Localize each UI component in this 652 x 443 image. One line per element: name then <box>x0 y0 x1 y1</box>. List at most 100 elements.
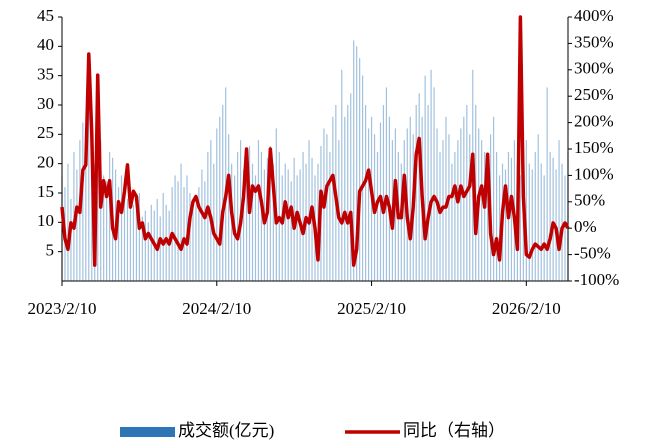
x-tick-label: 2025/2/10 <box>337 299 406 318</box>
y-tick-label: 45 <box>37 6 54 25</box>
bar <box>302 151 304 281</box>
bar <box>367 128 370 281</box>
legend-swatch <box>120 427 175 437</box>
bar <box>162 193 164 281</box>
bar <box>150 204 152 281</box>
bar <box>418 93 420 282</box>
bar <box>100 140 102 281</box>
line-series <box>60 15 570 267</box>
bar <box>168 210 170 281</box>
bar <box>120 175 123 281</box>
y-tick-label: 25 <box>37 123 54 142</box>
bar <box>359 58 361 281</box>
bar <box>519 175 521 281</box>
bar <box>510 157 513 281</box>
bar <box>67 163 69 281</box>
bar <box>281 175 283 281</box>
bar <box>382 105 385 281</box>
y2-tick-label: 50% <box>574 191 605 210</box>
bar <box>525 140 527 281</box>
bar <box>174 175 176 281</box>
bar <box>546 87 548 282</box>
y2-tick-label: 400% <box>574 6 614 25</box>
legend-label: 同比（右轴） <box>403 421 505 440</box>
bar <box>534 151 536 281</box>
bar <box>504 169 507 281</box>
bar <box>263 169 265 281</box>
bar <box>531 169 533 281</box>
bar <box>487 163 489 281</box>
y2-tick-label: -100% <box>574 270 619 289</box>
bar <box>183 187 185 281</box>
bar <box>445 116 447 281</box>
bar <box>254 175 257 281</box>
bar <box>237 151 239 281</box>
bar <box>109 151 111 281</box>
bar <box>403 140 405 281</box>
bar <box>216 128 218 281</box>
x-tick-label: 2024/2/10 <box>182 299 251 318</box>
bar <box>427 105 429 281</box>
bar <box>329 151 331 281</box>
bar <box>210 140 212 281</box>
bar <box>492 116 495 281</box>
bar <box>356 46 358 282</box>
bar <box>448 134 450 281</box>
bar <box>457 140 459 281</box>
bar <box>543 175 545 281</box>
y2-tick-label: -50% <box>574 244 611 263</box>
bar <box>552 157 554 281</box>
bar <box>347 105 349 281</box>
bar <box>159 216 161 281</box>
x-tick-label: 2026/2/10 <box>492 299 561 318</box>
bar <box>376 151 379 281</box>
bar <box>97 105 99 281</box>
bar <box>344 116 346 281</box>
bar <box>88 87 90 282</box>
bar <box>207 151 209 281</box>
bar <box>308 140 310 281</box>
bar <box>260 151 263 281</box>
bar <box>135 210 138 281</box>
bar <box>564 175 566 281</box>
bar <box>189 193 191 281</box>
y2-tick-label: 100% <box>574 164 614 183</box>
y-tick-label: 40 <box>37 35 54 54</box>
bar <box>201 169 203 281</box>
bar <box>141 216 143 281</box>
bar <box>424 75 426 282</box>
bar <box>433 87 435 282</box>
y-tick-label: 20 <box>37 153 54 172</box>
y-tick-label: 10 <box>37 211 54 230</box>
bar <box>362 75 364 282</box>
bar <box>290 181 292 281</box>
y-tick-label: 15 <box>37 182 54 201</box>
bar <box>540 163 542 281</box>
bar <box>138 193 140 281</box>
bar <box>228 134 230 281</box>
bar <box>242 169 245 281</box>
y-tick-label: 35 <box>37 65 54 84</box>
bar <box>481 140 483 281</box>
bar <box>222 105 224 281</box>
y2-tick-label: 250% <box>574 85 614 104</box>
bar <box>341 69 343 281</box>
y2-tick-label: 350% <box>574 32 614 51</box>
bar <box>195 204 197 281</box>
bar <box>495 151 498 281</box>
bar <box>537 134 539 281</box>
bar <box>82 122 84 281</box>
bar <box>180 163 182 281</box>
bar <box>192 198 194 281</box>
y2-tick-label: 200% <box>574 112 614 131</box>
bar <box>132 204 135 281</box>
bar <box>177 181 179 281</box>
bar <box>454 151 456 281</box>
bar <box>103 175 105 281</box>
bar <box>204 181 206 281</box>
bar <box>469 134 471 281</box>
x-tick-label: 2023/2/10 <box>28 299 97 318</box>
bar <box>85 134 87 281</box>
bar <box>76 169 78 281</box>
